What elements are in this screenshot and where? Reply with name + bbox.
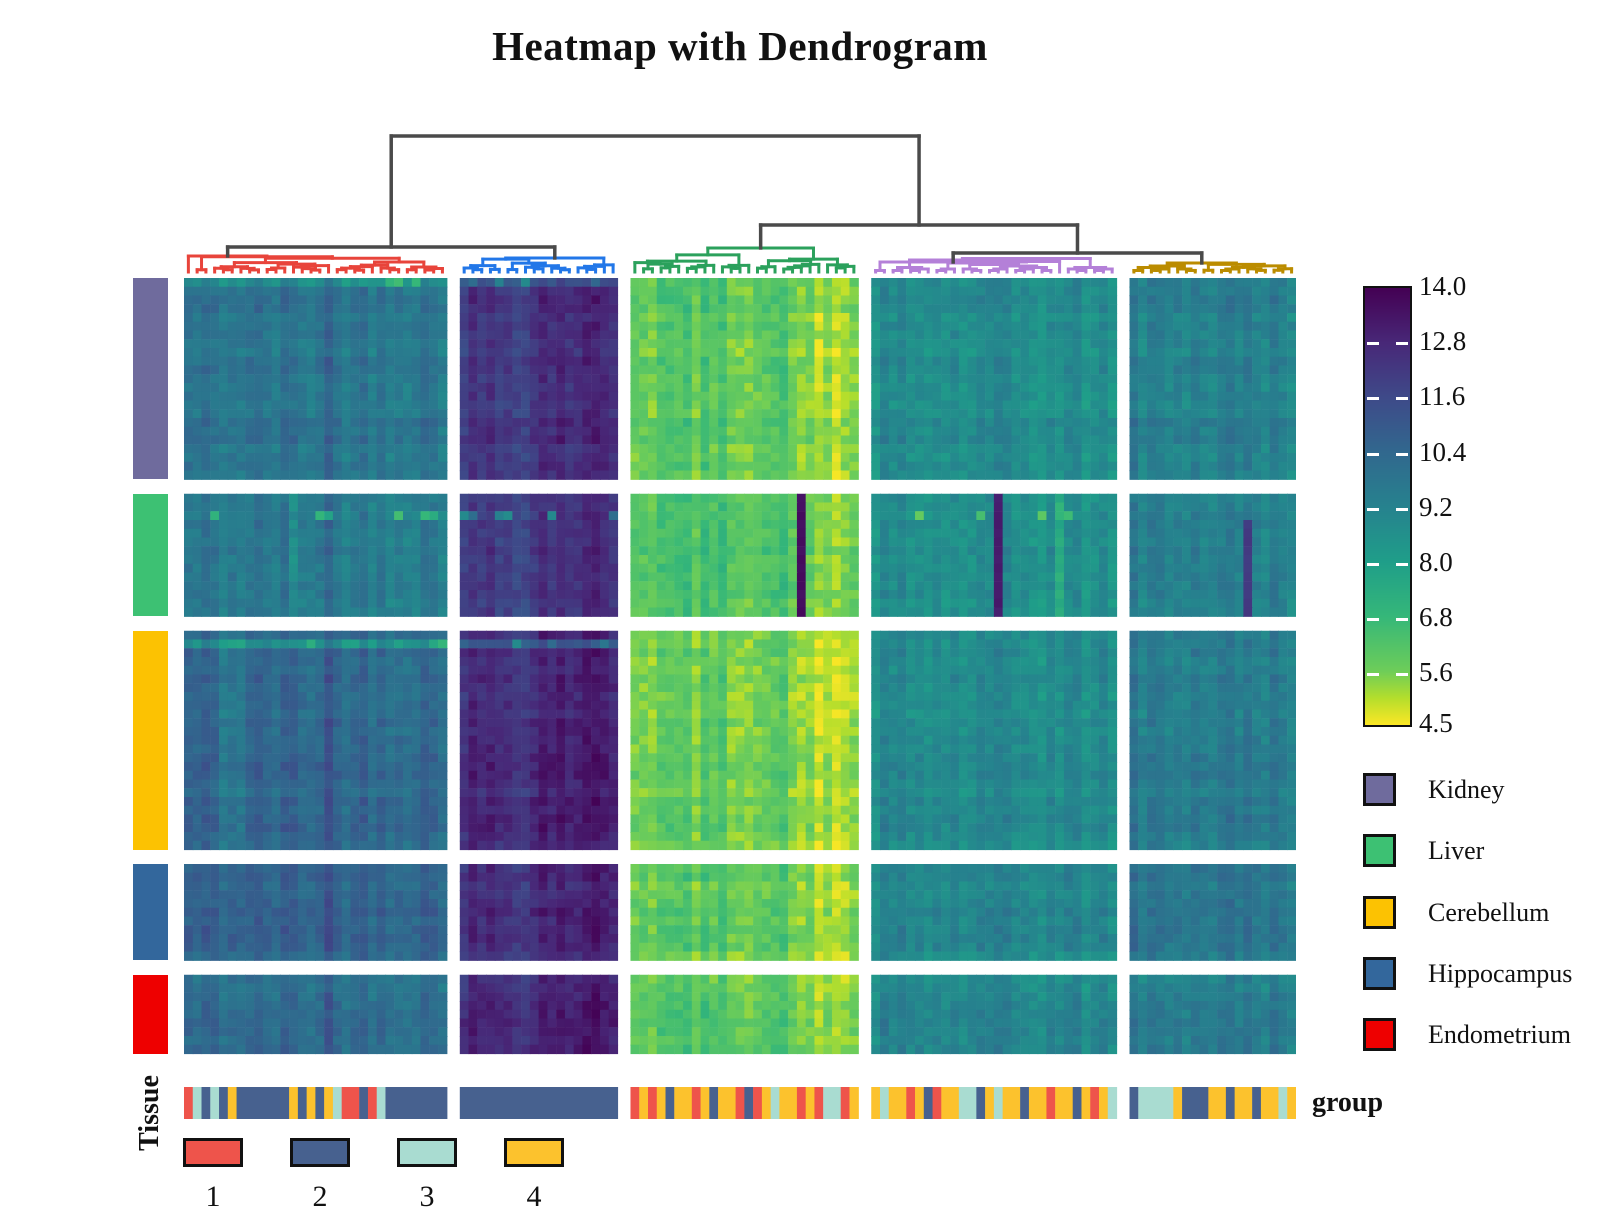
hippocampus-legend-label: Hippocampus (1428, 958, 1573, 988)
colorbar-tick-label: 8.0 (1419, 547, 1453, 577)
liver-legend-label: Liver (1428, 836, 1485, 866)
group-3-legend-swatch (397, 1138, 457, 1167)
hippocampus-legend-swatch (1363, 956, 1396, 990)
liver-legend-swatch (1363, 834, 1396, 868)
endometrium-legend-label: Endometrium (1428, 1020, 1571, 1050)
group-2-legend-swatch (290, 1138, 350, 1167)
group-2-legend-label: 2 (312, 1180, 328, 1213)
row-annotation-hippocampus (133, 864, 168, 961)
group-annotation-bar (184, 1087, 1296, 1119)
colorbar-tick-label: 6.8 (1419, 602, 1453, 633)
group-1-legend-swatch (183, 1138, 243, 1167)
group-annotation-title: group (1312, 1087, 1384, 1118)
row-annotation-liver (133, 493, 168, 617)
colorbar-tick-label: 5.6 (1419, 657, 1453, 688)
dendrogram (186, 134, 1294, 274)
cerebellum-legend-label: Cerebellum (1428, 897, 1550, 927)
row-annotation-endometrium (133, 974, 168, 1054)
colorbar-tick-label: 14.0 (1419, 271, 1467, 301)
colorbar-tick-label: 4.5 (1419, 708, 1453, 738)
colorbar (1363, 286, 1412, 727)
endometrium-legend-swatch (1363, 1018, 1396, 1052)
figure-title: Heatmap with Dendrogram (492, 23, 988, 69)
group-3-legend-label: 3 (419, 1180, 435, 1213)
colorbar-tick-label: 9.2 (1419, 491, 1453, 522)
kidney-legend-swatch (1363, 773, 1396, 806)
row-annotation-cerebellum (133, 630, 168, 850)
cerebellum-legend-swatch (1363, 895, 1396, 929)
group-1-legend-label: 1 (205, 1180, 221, 1213)
tissue-annotation-title: Tissue (134, 1075, 165, 1151)
colorbar-tick-label: 10.4 (1419, 436, 1467, 467)
colorbar-tick-label: 11.6 (1419, 381, 1466, 412)
group-4-legend-swatch (504, 1138, 564, 1167)
row-annotation-kidney (133, 278, 168, 480)
group-4-legend-label: 4 (526, 1180, 542, 1213)
colorbar-tick-label: 12.8 (1419, 326, 1467, 357)
kidney-legend-label: Kidney (1428, 775, 1505, 804)
heatmap-canvas (184, 278, 1296, 1056)
